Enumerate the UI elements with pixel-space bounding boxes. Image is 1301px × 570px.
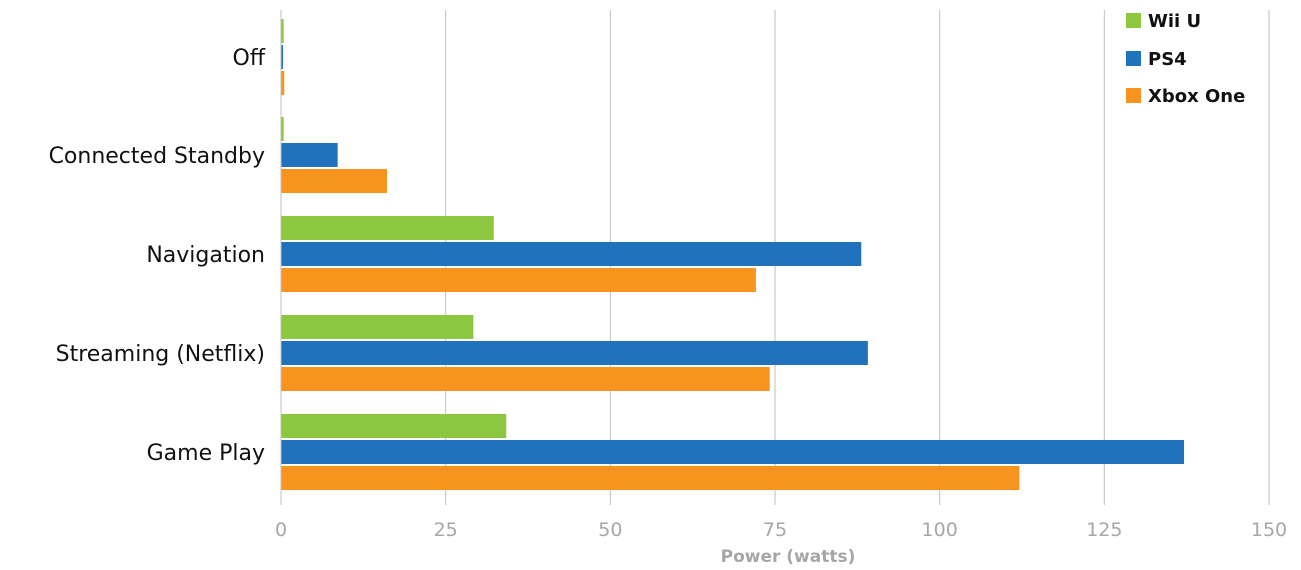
x-tick-label: 150: [1251, 519, 1287, 541]
category-label: Game Play: [147, 441, 265, 466]
x-axis-title: Power (watts): [721, 547, 856, 567]
bar-xbox-one-game-play: [281, 466, 1020, 490]
bar-ps4-off: [281, 45, 283, 69]
bar-wii-u-game-play: [281, 414, 507, 438]
legend: Wii U PS4 Xbox One: [1126, 11, 1245, 107]
category-label: Streaming (Netflix): [56, 342, 265, 367]
bar-xbox-one-streaming-netflix: [281, 367, 770, 391]
bar-wii-u-connected-standby: [281, 117, 284, 141]
bar-xbox-one-navigation: [281, 268, 756, 292]
bar-xbox-one-connected-standby: [281, 169, 388, 193]
x-tick-label: 125: [1086, 519, 1122, 541]
category-label: Navigation: [146, 243, 265, 268]
category-label: Connected Standby: [49, 144, 265, 169]
bars: [281, 19, 1185, 490]
legend-swatch-ps4: [1126, 51, 1141, 66]
x-tick-label: 75: [763, 519, 787, 541]
bar-ps4-navigation: [281, 242, 862, 266]
legend-swatch-wii-u: [1126, 13, 1141, 28]
legend-swatch-xbox-one: [1126, 88, 1141, 103]
bar-ps4-connected-standby: [281, 143, 338, 167]
bar-ps4-streaming-netflix: [281, 341, 868, 365]
x-tick-label: 0: [275, 519, 287, 541]
legend-label-ps4: PS4: [1148, 49, 1187, 70]
category-labels: Off Connected Standby Navigation Streaming …: [49, 46, 266, 466]
x-tick-label: 100: [922, 519, 958, 541]
legend-label-wii-u: Wii U: [1148, 11, 1201, 32]
bar-wii-u-navigation: [281, 216, 494, 240]
bar-wii-u-off: [281, 19, 284, 43]
x-tick-label: 50: [598, 519, 622, 541]
bar-ps4-game-play: [281, 440, 1185, 464]
x-tick-label: 25: [434, 519, 458, 541]
bar-wii-u-streaming-netflix: [281, 315, 474, 339]
category-label: Off: [233, 46, 266, 71]
x-tick-labels: 0 25 50 75 100 125 150: [275, 519, 1287, 541]
bar-xbox-one-off: [281, 71, 285, 95]
legend-label-xbox-one: Xbox One: [1148, 86, 1245, 107]
